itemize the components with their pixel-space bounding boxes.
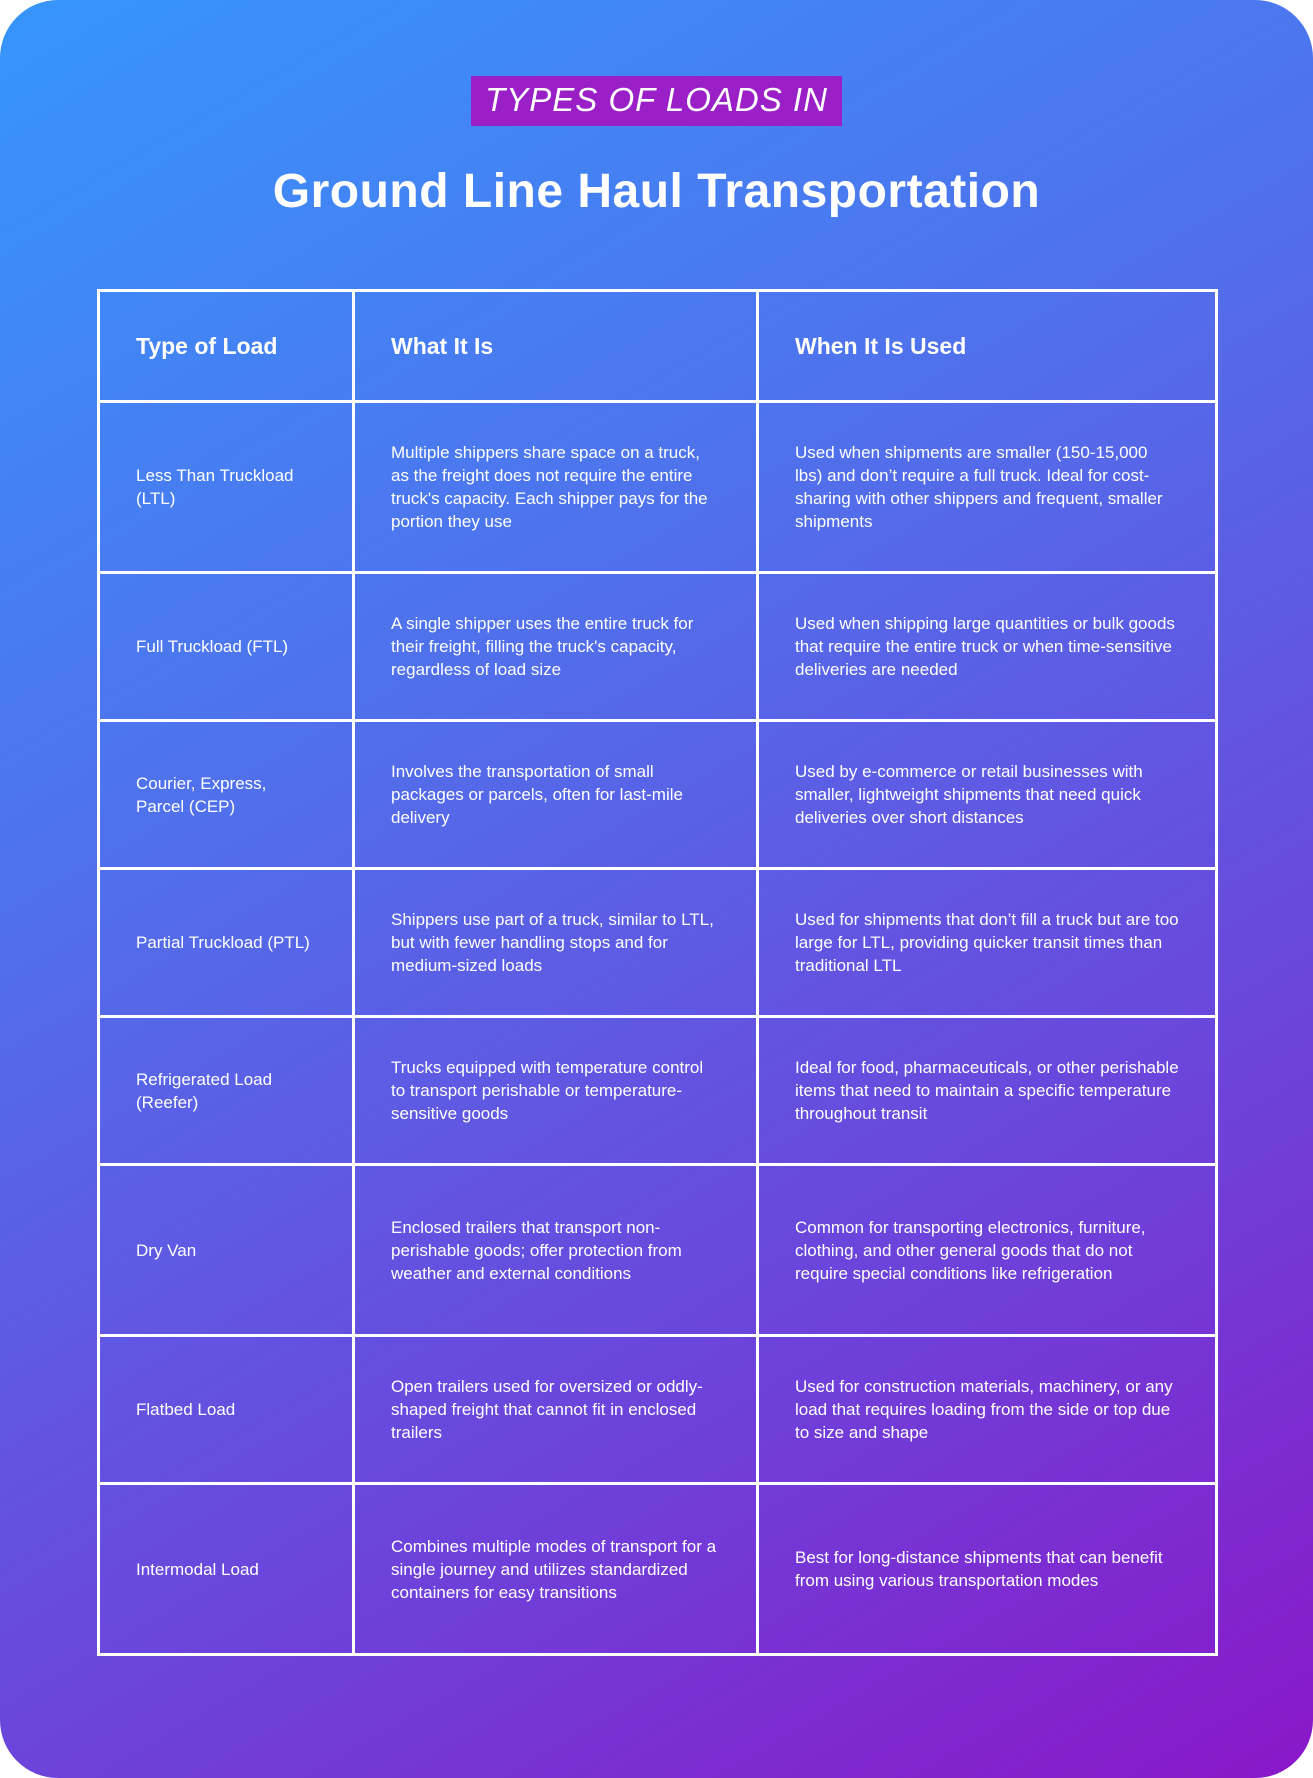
table-row: Courier, Express, Parcel (CEP) Involves … [97,719,1218,870]
cell-when: Common for transporting electronics, fur… [756,1163,1218,1337]
cell-type: Partial Truckload (PTL) [97,867,355,1018]
table-row: Full Truckload (FTL) A single shipper us… [97,571,1218,722]
cell-when: Ideal for food, pharmaceuticals, or othe… [756,1015,1218,1166]
cell-type: Flatbed Load [97,1334,355,1485]
eyebrow-wrapper: TYPES OF LOADS IN [0,76,1313,126]
cell-what: Involves the transportation of small pac… [352,719,759,870]
cell-type: Intermodal Load [97,1482,355,1656]
table-row: Dry Van Enclosed trailers that transport… [97,1163,1218,1337]
column-header-when: When It Is Used [756,289,1218,403]
eyebrow-label: TYPES OF LOADS IN [471,76,842,126]
page-title: Ground Line Haul Transportation [272,165,1041,218]
cell-what: Open trailers used for oversized or oddl… [352,1334,759,1485]
cell-when: Used when shipments are smaller (150-15,… [756,400,1218,574]
cell-when: Used for construction materials, machine… [756,1334,1218,1485]
cell-type: Less Than Truckload (LTL) [97,400,355,574]
table-row: Less Than Truckload (LTL) Multiple shipp… [97,400,1218,574]
cell-type: Dry Van [97,1163,355,1337]
cell-what: A single shipper uses the entire truck f… [352,571,759,722]
table-header-row: Type of Load What It Is When It Is Used [97,289,1218,403]
cell-when: Used when shipping large quantities or b… [756,571,1218,722]
column-header-type: Type of Load [97,289,355,403]
cell-when: Used for shipments that don’t fill a tru… [756,867,1218,1018]
cell-type: Refrigerated Load (Reefer) [97,1015,355,1166]
table-row: Flatbed Load Open trailers used for over… [97,1334,1218,1485]
table-row: Refrigerated Load (Reefer) Trucks equipp… [97,1015,1218,1166]
cell-what: Shippers use part of a truck, similar to… [352,867,759,1018]
cell-when: Best for long-distance shipments that ca… [756,1482,1218,1656]
cell-type: Courier, Express, Parcel (CEP) [97,719,355,870]
cell-what: Combines multiple modes of transport for… [352,1482,759,1656]
cell-what: Trucks equipped with temperature control… [352,1015,759,1166]
table-row: Partial Truckload (PTL) Shippers use par… [97,867,1218,1018]
load-types-table: Type of Load What It Is When It Is Used … [97,289,1218,1656]
cell-what: Multiple shippers share space on a truck… [352,400,759,574]
column-header-what: What It Is [352,289,759,403]
cell-when: Used by e-commerce or retail businesses … [756,719,1218,870]
cell-what: Enclosed trailers that transport non-per… [352,1163,759,1337]
table-row: Intermodal Load Combines multiple modes … [97,1482,1218,1656]
cell-type: Full Truckload (FTL) [97,571,355,722]
